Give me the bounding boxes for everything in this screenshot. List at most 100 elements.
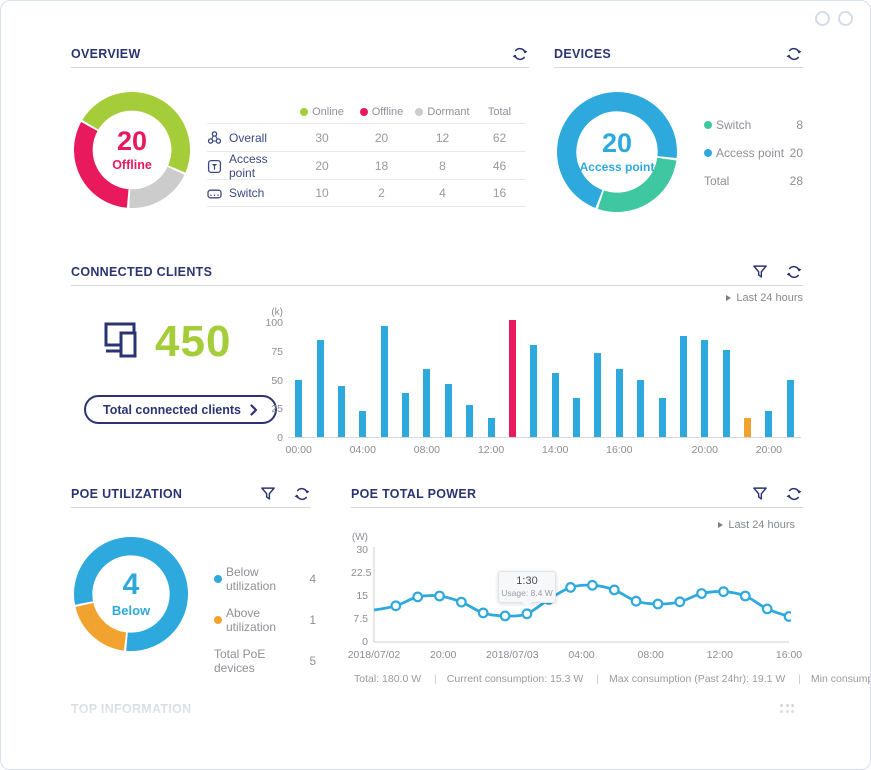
data-point[interactable]: [608, 584, 620, 596]
poe-utilization-panel: POE UTILIZATION 4 Below: [71, 481, 316, 681]
donut-segment: [74, 122, 129, 208]
overview-donut-value: 20: [116, 126, 148, 156]
bar[interactable]: [658, 397, 666, 437]
cell-value: 10: [315, 186, 329, 200]
more-options-dots-icon[interactable]: [780, 704, 794, 713]
cell-value: 30: [315, 130, 329, 145]
bar[interactable]: [744, 417, 752, 437]
bar[interactable]: [359, 410, 367, 437]
filter-icon[interactable]: [751, 263, 769, 281]
data-point[interactable]: [652, 598, 664, 610]
legend-item-total-poe: Total PoE devices 5: [214, 647, 316, 675]
bar[interactable]: [679, 335, 687, 437]
poe-power-line-chart[interactable]: [371, 541, 791, 646]
access-point-dot-icon: [704, 149, 712, 157]
data-point[interactable]: [674, 596, 686, 608]
refresh-icon[interactable]: [785, 45, 803, 63]
refresh-icon[interactable]: [511, 45, 529, 63]
donut-segment: [74, 536, 189, 652]
bottom-fade: [1, 687, 870, 769]
above-dot-icon: [214, 616, 222, 624]
bar[interactable]: [337, 386, 345, 437]
bar[interactable]: [487, 417, 495, 437]
stat-max: Max consumption (Past 24hr): 19.1 W: [586, 673, 785, 685]
data-point[interactable]: [412, 591, 424, 603]
data-point[interactable]: [718, 586, 729, 598]
bar[interactable]: [380, 325, 388, 437]
overview-donut-chart: 20 Offline: [73, 91, 191, 209]
legend-item-access-point: Access point 20: [704, 146, 803, 160]
filter-icon[interactable]: [259, 485, 277, 503]
bar[interactable]: [508, 319, 516, 437]
poe-utilization-donut-chart: 4 Below: [73, 536, 189, 652]
window-control-icon[interactable]: [815, 11, 830, 26]
data-point[interactable]: [434, 590, 445, 602]
cell-value: 12: [435, 130, 450, 145]
data-point[interactable]: [696, 588, 708, 599]
refresh-icon[interactable]: [785, 485, 803, 503]
legend-item-below: Below utilization 4: [214, 565, 316, 593]
time-range-selector[interactable]: Last 24 hours: [718, 519, 795, 531]
bar[interactable]: [765, 410, 773, 437]
devices-donut-value: 20: [601, 128, 633, 158]
bar[interactable]: [316, 340, 324, 437]
overview-table-header: Online Offline Dormant Total: [207, 101, 526, 123]
connected-clients-header: CONNECTED CLIENTS: [71, 259, 803, 286]
filter-icon[interactable]: [751, 485, 769, 503]
bar[interactable]: [551, 372, 559, 437]
data-point[interactable]: [630, 595, 642, 607]
data-point[interactable]: [390, 600, 402, 612]
data-point[interactable]: [761, 603, 773, 615]
bar[interactable]: [530, 345, 538, 437]
overview-title: OVERVIEW: [71, 47, 141, 61]
dormant-dot-icon: [415, 108, 424, 116]
bar-chart-unit: (k): [271, 307, 283, 318]
data-point[interactable]: [477, 607, 489, 619]
bar[interactable]: [786, 379, 794, 437]
bar[interactable]: [701, 340, 709, 437]
client-devices-icon: [104, 322, 137, 358]
time-range-selector[interactable]: Last 24 hours: [726, 292, 803, 304]
window-control-icon[interactable]: [838, 11, 853, 26]
data-point[interactable]: [521, 608, 533, 620]
donut-segment: [82, 91, 190, 173]
row-label: Switch: [229, 186, 265, 200]
bar[interactable]: [295, 379, 303, 437]
row-label: Overall: [229, 130, 268, 145]
bar[interactable]: [594, 353, 602, 437]
data-point[interactable]: [499, 610, 511, 622]
bar[interactable]: [615, 369, 623, 437]
connected-clients-panel: CONNECTED CLIENTS Last 24 hours: [71, 259, 803, 469]
tooltip-usage: Usage: 8.4 W: [501, 588, 553, 598]
poe-donut-label: Below: [111, 603, 151, 618]
bar[interactable]: [722, 349, 730, 437]
refresh-icon[interactable]: [785, 263, 803, 281]
table-row-switch: Switch 10 2 4 16: [207, 179, 526, 207]
cell-value: 20: [374, 130, 389, 145]
poe-utilization-title: POE UTILIZATION: [71, 487, 183, 501]
data-point[interactable]: [565, 582, 577, 593]
data-point[interactable]: [586, 579, 598, 591]
cell-value: 8: [439, 159, 446, 173]
bar-chart-x-labels: 00:00 04:00 08:00 12:00 14:00 16:00 20:00 20:00: [285, 444, 783, 456]
bar[interactable]: [444, 384, 452, 437]
bar[interactable]: [637, 379, 645, 437]
bar[interactable]: [423, 369, 431, 437]
data-point[interactable]: [783, 611, 791, 622]
data-point[interactable]: [455, 596, 467, 608]
stat-current: Current consumption: 15.3 W: [424, 673, 583, 685]
clients-bar-plot[interactable]: [288, 316, 801, 438]
refresh-icon[interactable]: [293, 485, 311, 503]
cell-value: 4: [439, 186, 446, 200]
bar[interactable]: [466, 404, 474, 437]
connected-clients-title: CONNECTED CLIENTS: [71, 265, 213, 279]
total-connected-clients-button[interactable]: Total connected clients: [84, 395, 277, 424]
bar[interactable]: [402, 393, 410, 437]
donut-segment: [75, 602, 127, 651]
stat-min: Min consumption (Past 24hr): 1.3 W: [788, 673, 870, 685]
legend-item-switch: Switch 8: [704, 118, 803, 132]
data-point[interactable]: [739, 590, 751, 602]
chevron-right-icon: [250, 403, 258, 416]
bar[interactable]: [573, 397, 581, 437]
